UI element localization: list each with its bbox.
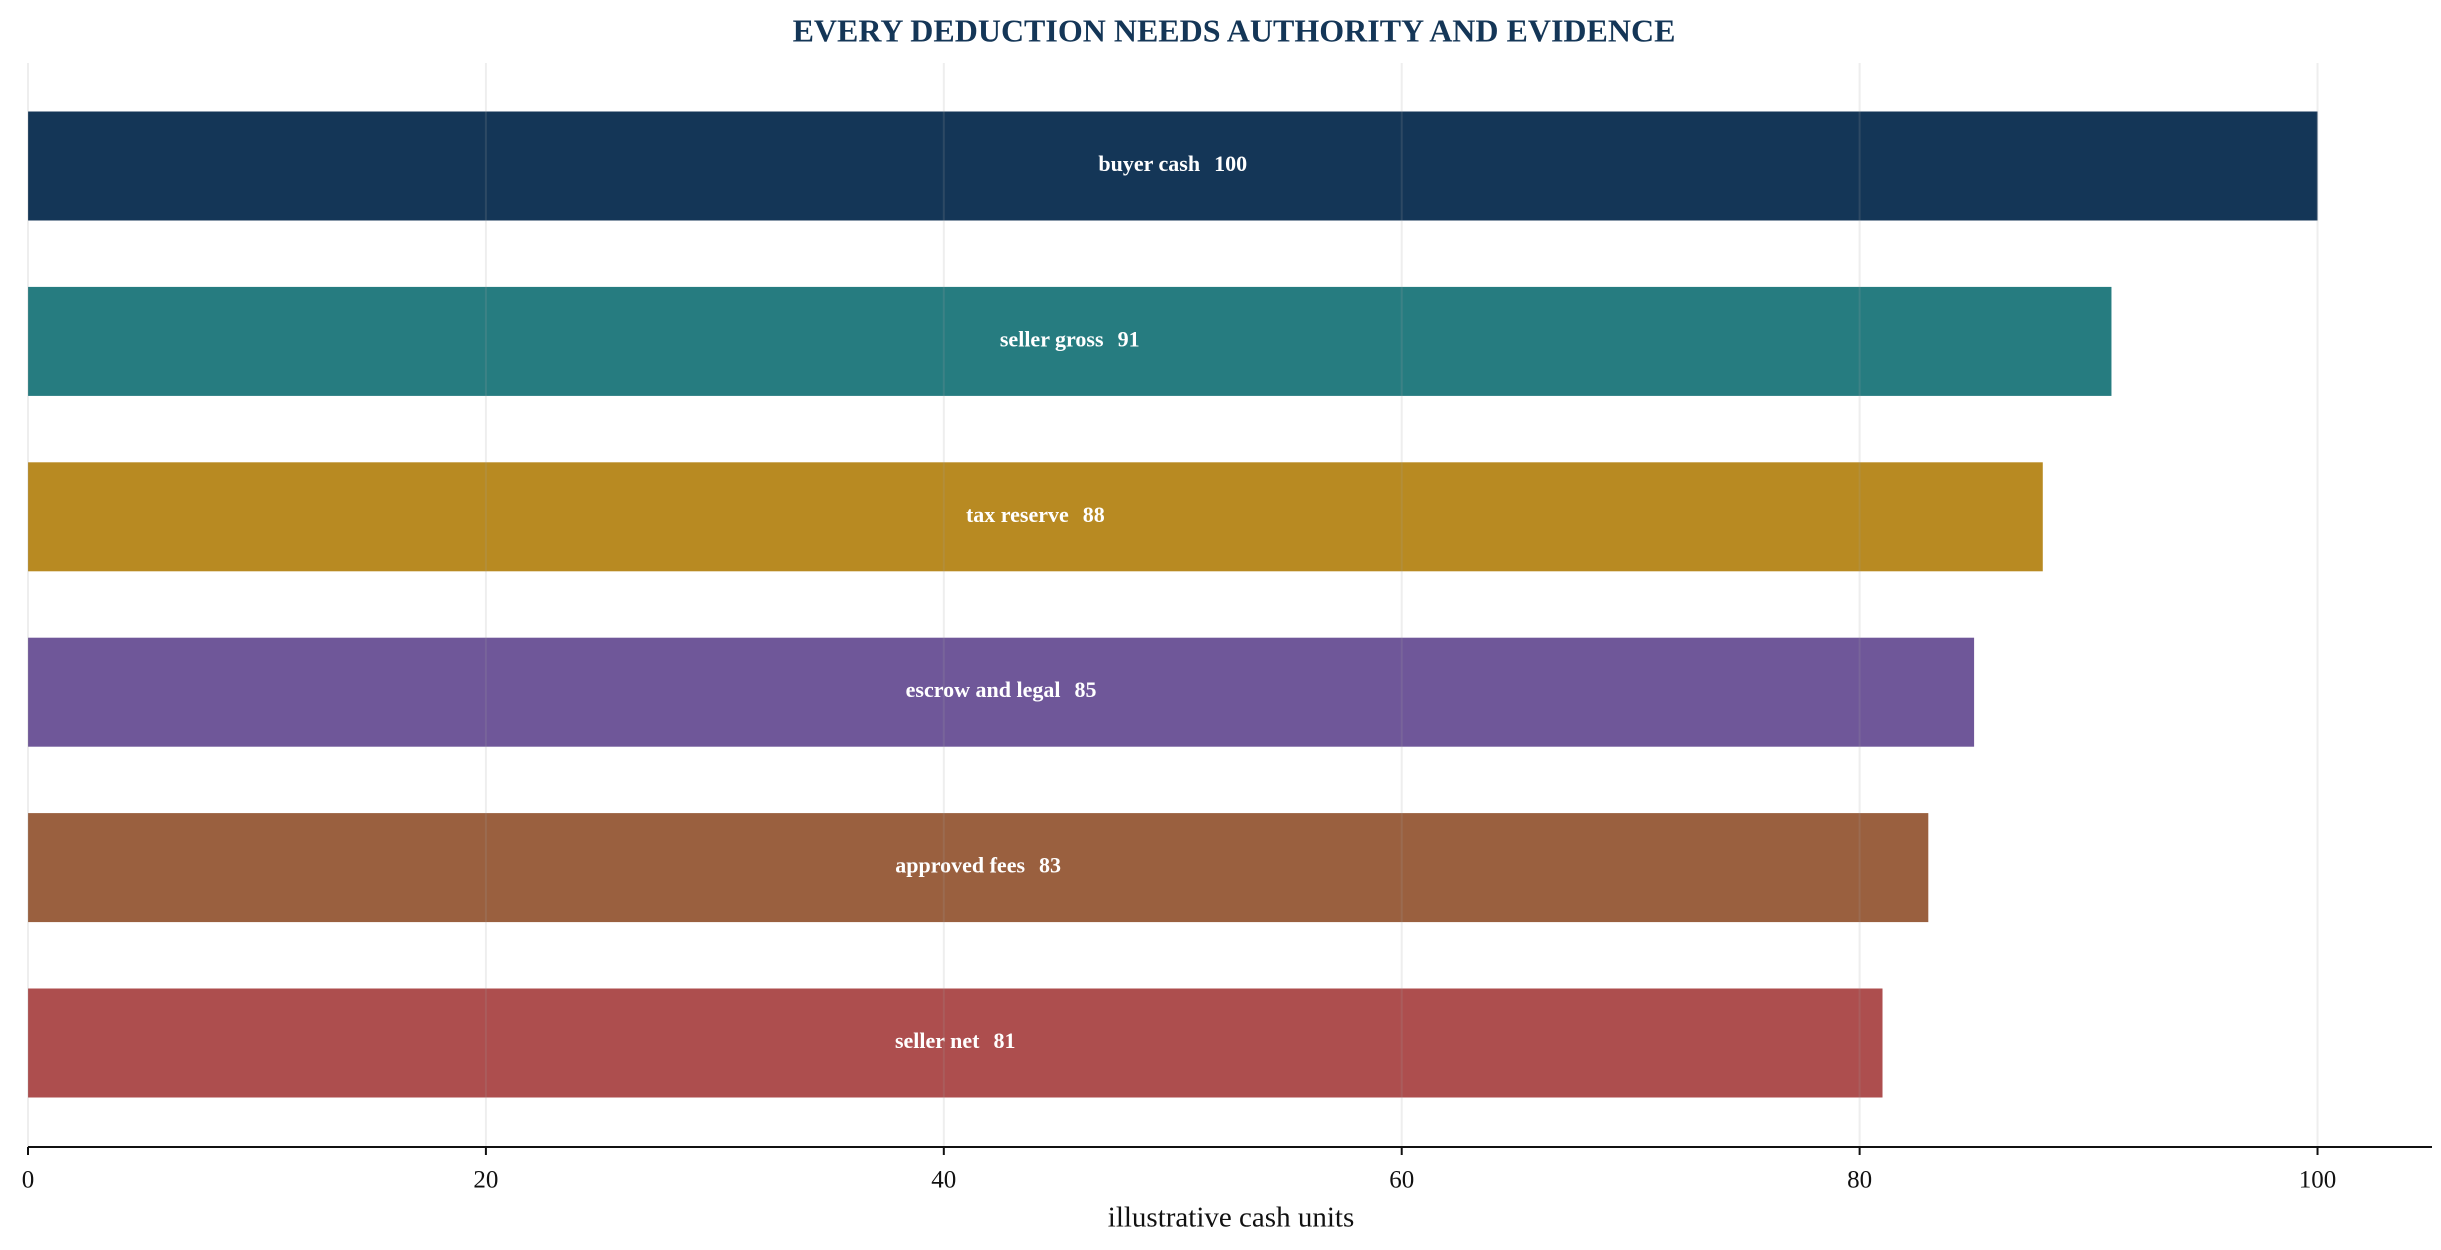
bar-value: 88: [1083, 502, 1105, 527]
bar-label: escrow and legal 85: [906, 677, 1097, 702]
bar: [28, 111, 2318, 221]
bar-value: 91: [1118, 326, 1140, 351]
x-tick-label: 60: [1389, 1167, 1414, 1194]
x-tick-label: 80: [1847, 1167, 1872, 1194]
bar: [28, 286, 2112, 396]
bar-category: escrow and legal: [906, 677, 1061, 702]
bar-category: buyer cash: [1098, 151, 1200, 176]
bar-value: 81: [994, 1028, 1016, 1053]
bar-label: seller net 81: [895, 1028, 1016, 1053]
bar-label: buyer cash 100: [1098, 151, 1247, 176]
bar: [28, 813, 1929, 923]
bar-category: approved fees: [895, 853, 1025, 878]
bar-label: approved fees 83: [895, 853, 1061, 878]
bar-category: tax reserve: [966, 502, 1069, 527]
bar-label: seller gross 91: [1000, 326, 1140, 351]
bar: [28, 637, 1975, 747]
bar-category: seller net: [895, 1028, 980, 1053]
bar-category: seller gross: [1000, 326, 1104, 351]
x-tick-label: 40: [931, 1167, 956, 1194]
chart-title: EVERY DEDUCTION NEEDS AUTHORITY AND EVID…: [793, 12, 1676, 48]
x-tick-label: 100: [2299, 1167, 2337, 1194]
bar-label: tax reserve 88: [966, 502, 1105, 527]
x-tick-label: 0: [22, 1167, 35, 1194]
bar: [28, 462, 2043, 572]
bar: [28, 988, 1883, 1098]
bar-value: 85: [1074, 677, 1096, 702]
x-tick-label: 20: [473, 1167, 498, 1194]
bar-value: 100: [1214, 151, 1247, 176]
bar-value: 83: [1039, 853, 1061, 878]
x-axis-label: illustrative cash units: [1108, 1202, 1354, 1234]
